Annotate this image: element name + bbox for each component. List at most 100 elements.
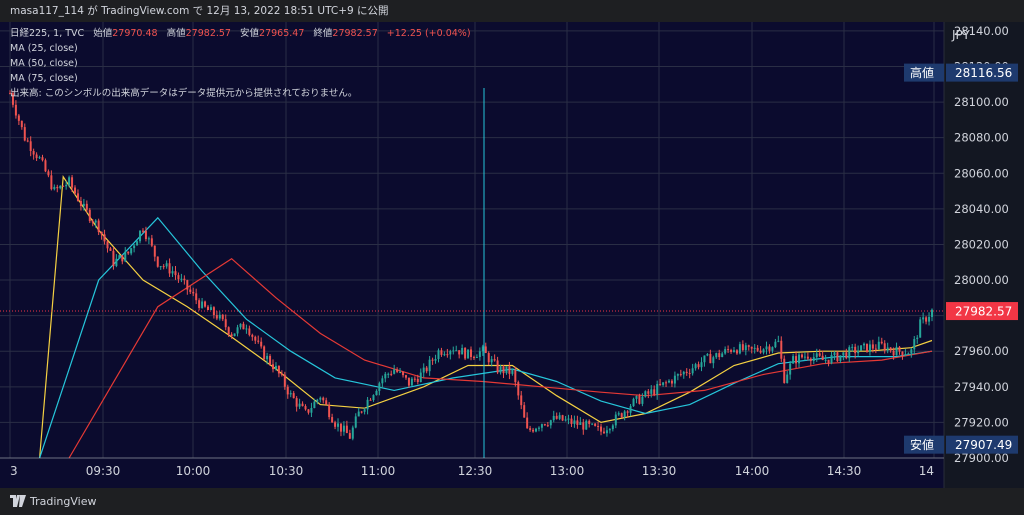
candle-body <box>14 104 17 116</box>
low-value-tag <box>946 435 1018 454</box>
candle-body <box>227 327 230 335</box>
candle-body <box>727 349 730 351</box>
candle-body <box>653 389 656 395</box>
candle-body <box>576 420 579 425</box>
candle-body <box>570 418 573 424</box>
candle-body <box>452 350 455 352</box>
price-chart[interactable]: 27900.0027920.0027940.0027960.0027980.00… <box>0 22 1024 488</box>
candle-body <box>682 371 685 375</box>
low-value: 27965.47 <box>259 28 304 39</box>
candle-body <box>289 393 292 395</box>
candle-body <box>180 278 183 280</box>
change-value: +12.25 (+0.04%) <box>387 28 471 39</box>
candle-body <box>434 359 437 361</box>
candle-body <box>97 220 100 232</box>
time-tick-label: 09:30 <box>86 464 121 478</box>
ma-line-2 <box>68 257 933 459</box>
candle-body <box>824 359 827 361</box>
price-tick-label: 28060.00 <box>954 166 1009 180</box>
candle-body <box>295 398 298 407</box>
candle-body <box>555 415 558 419</box>
candle-body <box>496 360 499 373</box>
grid <box>0 22 944 459</box>
candle-body <box>85 203 88 210</box>
candle-body <box>29 141 32 152</box>
candle-body <box>904 353 907 356</box>
candle-body <box>183 278 186 281</box>
candle-body <box>301 403 304 407</box>
candle-body <box>410 378 413 386</box>
candle-body <box>777 340 780 342</box>
candle-body <box>342 425 345 432</box>
candle-body <box>886 347 889 351</box>
high-value: 27982.57 <box>186 28 231 39</box>
candle-body <box>277 365 280 374</box>
candle-body <box>357 411 360 417</box>
close-value: 27982.57 <box>332 28 377 39</box>
candle-body <box>694 364 697 369</box>
candle-body <box>718 353 721 358</box>
low-value: 27907.49 <box>955 438 1012 452</box>
candle-body <box>647 391 650 394</box>
candle-body <box>919 319 922 338</box>
candle-body <box>221 314 224 320</box>
candle-body <box>889 347 892 351</box>
time-axis[interactable]: 3 09:30 10:00 10:30 11:00 12:30 13:00 13:30 14:0… <box>10 464 934 478</box>
candle-body <box>546 425 549 427</box>
candle-body <box>348 433 351 439</box>
candle-body <box>517 382 520 396</box>
candle-body <box>38 157 41 159</box>
candle-body <box>839 355 842 362</box>
symbol-label: 日経225, 1, TVC <box>10 27 85 39</box>
candle-body <box>431 359 434 361</box>
candle-body <box>472 356 475 358</box>
candle-body <box>922 317 925 320</box>
candle-body <box>493 359 496 361</box>
current-price-value: 27982.57 <box>955 305 1012 319</box>
candle-body <box>124 251 127 262</box>
candle-body <box>573 420 576 424</box>
price-tick-label: 27900.00 <box>954 451 1009 465</box>
candle-body <box>245 328 248 330</box>
candle-body <box>597 425 600 427</box>
candle-body <box>189 289 192 292</box>
candle-body <box>366 399 369 410</box>
candle-body <box>192 291 195 294</box>
candle-body <box>786 374 789 383</box>
candle-body <box>339 423 342 432</box>
candle-body <box>171 271 174 274</box>
candle-body <box>821 355 824 361</box>
candle-body <box>437 350 440 360</box>
candle-body <box>147 238 150 240</box>
candle-body <box>874 348 877 350</box>
candle-body <box>600 426 603 432</box>
candle-body <box>564 419 567 421</box>
candle-body <box>871 344 874 349</box>
publish-info: masa117_114 が TradingView.com で 12月 13, … <box>10 5 389 17</box>
candle-body <box>319 397 322 400</box>
candle-body <box>230 334 233 337</box>
candle-body <box>322 397 325 401</box>
currency-label: JPY <box>951 28 971 42</box>
candle-body <box>827 359 830 364</box>
candle-body <box>508 366 511 374</box>
candle-body <box>233 333 236 337</box>
tradingview-logo-icon <box>10 495 26 507</box>
candle-body <box>738 344 741 354</box>
candle-body <box>168 263 171 274</box>
axis-background <box>944 22 1024 488</box>
candle-body <box>422 367 425 373</box>
candle-body <box>251 334 254 337</box>
candle-body <box>44 160 47 172</box>
close-label: 終値 <box>313 27 333 39</box>
candle-body <box>552 415 555 421</box>
candle-body <box>809 358 812 361</box>
candle-body <box>529 428 532 430</box>
high-label-tag <box>904 63 944 82</box>
candle-body <box>331 417 334 423</box>
candle-body <box>499 366 502 373</box>
price-axis[interactable]: 27900.0027920.0027940.0027960.0027980.00… <box>954 24 1009 465</box>
candle-body <box>206 306 209 310</box>
low-label: 安値 <box>240 27 260 39</box>
candle-body <box>795 356 798 364</box>
